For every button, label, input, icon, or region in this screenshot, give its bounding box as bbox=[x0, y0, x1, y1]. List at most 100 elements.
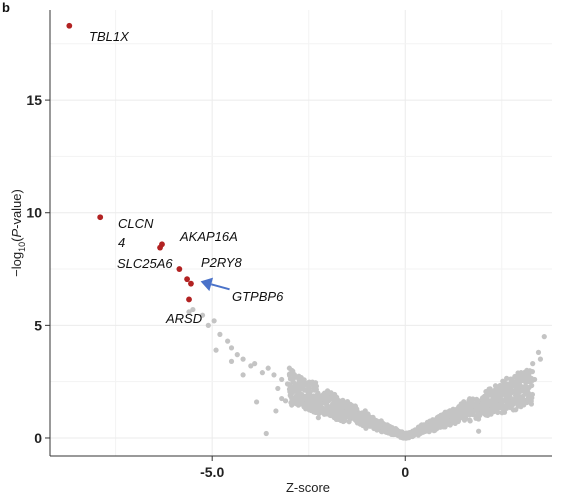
y-title-italic: P bbox=[9, 229, 24, 238]
background-point bbox=[537, 356, 544, 362]
x-tick-label: 0 bbox=[401, 464, 409, 480]
background-point bbox=[326, 390, 332, 396]
gene-label-tbl1x: TBL1X bbox=[89, 29, 130, 44]
gene-label-p2ry8: P2RY8 bbox=[201, 255, 242, 270]
background-point bbox=[240, 356, 246, 362]
background-point bbox=[335, 402, 341, 408]
background-point bbox=[495, 390, 501, 396]
gene-label-akap16a: AKAP16A bbox=[179, 229, 238, 244]
background-point bbox=[252, 361, 258, 367]
arrow-head bbox=[200, 277, 214, 292]
background-point bbox=[486, 390, 492, 396]
background-point bbox=[440, 424, 447, 430]
background-point bbox=[307, 380, 314, 386]
background-point bbox=[504, 375, 510, 381]
background-point bbox=[438, 417, 445, 423]
background-point bbox=[324, 396, 330, 402]
background-point bbox=[353, 417, 359, 423]
background-point bbox=[520, 398, 526, 405]
background-point bbox=[357, 419, 363, 426]
background-point bbox=[503, 381, 509, 387]
background-point bbox=[462, 403, 468, 409]
y-tick-label: 0 bbox=[34, 430, 42, 446]
background-point bbox=[349, 411, 355, 417]
background-point bbox=[453, 417, 459, 423]
background-point bbox=[211, 318, 217, 324]
background-point bbox=[205, 322, 211, 328]
background-point bbox=[532, 376, 538, 383]
background-point bbox=[342, 400, 348, 406]
background-point bbox=[487, 386, 493, 392]
x-tick-label: -5.0 bbox=[200, 464, 224, 480]
background-point bbox=[374, 425, 381, 431]
background-point bbox=[494, 401, 500, 408]
background-point bbox=[263, 430, 269, 437]
background-point bbox=[443, 418, 449, 424]
background-point bbox=[382, 426, 388, 433]
background-point bbox=[513, 407, 519, 413]
background-point bbox=[467, 396, 473, 402]
background-point bbox=[336, 413, 342, 419]
y-axis-title: −log10(P-value) bbox=[9, 189, 27, 277]
highlight-point-gtpbp6b bbox=[188, 280, 194, 287]
gene-annotations: TBL1X CLCN 4 AKAP16A SLC25A6 P2RY8 GTPBP… bbox=[89, 29, 284, 326]
background-point bbox=[317, 402, 323, 408]
y-tick-label: 15 bbox=[26, 92, 42, 108]
background-point bbox=[186, 309, 192, 315]
panel-letter: b bbox=[2, 0, 10, 15]
background-point bbox=[419, 429, 425, 435]
background-point bbox=[331, 393, 337, 399]
gene-label-slc25a6: SLC25A6 bbox=[117, 256, 173, 271]
arrow-shaft bbox=[210, 283, 230, 291]
background-point bbox=[306, 392, 312, 398]
background-point bbox=[466, 417, 473, 423]
background-point bbox=[291, 371, 297, 378]
background-point bbox=[477, 412, 483, 419]
background-point bbox=[190, 306, 196, 313]
background-point bbox=[228, 358, 235, 364]
background-point bbox=[199, 312, 206, 318]
background-point bbox=[217, 331, 223, 337]
background-point bbox=[526, 372, 532, 378]
y-tick-label: 5 bbox=[34, 317, 42, 333]
background-point bbox=[346, 419, 352, 425]
background-point bbox=[464, 408, 470, 414]
background-point bbox=[296, 388, 302, 394]
background-point bbox=[512, 373, 518, 380]
background-point bbox=[315, 407, 321, 413]
y-title-prefix: −log bbox=[9, 252, 24, 277]
background-point bbox=[271, 372, 277, 378]
background-point bbox=[279, 376, 285, 383]
background-point bbox=[499, 410, 505, 416]
y-tick-label: 10 bbox=[26, 205, 42, 221]
y-title-rest: -value) bbox=[9, 189, 24, 229]
background-point bbox=[445, 413, 451, 419]
background-point bbox=[259, 370, 265, 376]
grid-lines bbox=[50, 10, 552, 456]
background-point bbox=[518, 370, 524, 376]
background-point bbox=[345, 410, 351, 416]
background-point bbox=[298, 374, 304, 381]
background-point bbox=[508, 384, 514, 390]
background-point bbox=[290, 379, 296, 385]
arrow-gtpbp6 bbox=[200, 277, 230, 292]
background-point bbox=[315, 390, 321, 396]
background-point bbox=[301, 393, 307, 399]
background-point bbox=[508, 399, 514, 405]
background-point bbox=[530, 361, 536, 367]
background-point bbox=[253, 399, 260, 405]
background-point bbox=[514, 398, 520, 405]
background-point bbox=[372, 418, 378, 424]
gene-label-clcn4-line1: CLCN bbox=[118, 216, 154, 231]
background-point bbox=[284, 381, 291, 387]
gene-label-gtpbp6: GTPBP6 bbox=[232, 289, 284, 304]
background-point bbox=[520, 376, 526, 383]
highlight-point-gtpbp6 bbox=[184, 276, 190, 283]
background-point bbox=[248, 363, 254, 369]
highlighted-points bbox=[66, 22, 194, 303]
background-point bbox=[510, 379, 516, 385]
background-point bbox=[524, 399, 530, 406]
highlight-point-clcn4 bbox=[97, 214, 104, 221]
background-point bbox=[497, 384, 503, 390]
background-point bbox=[354, 411, 360, 418]
